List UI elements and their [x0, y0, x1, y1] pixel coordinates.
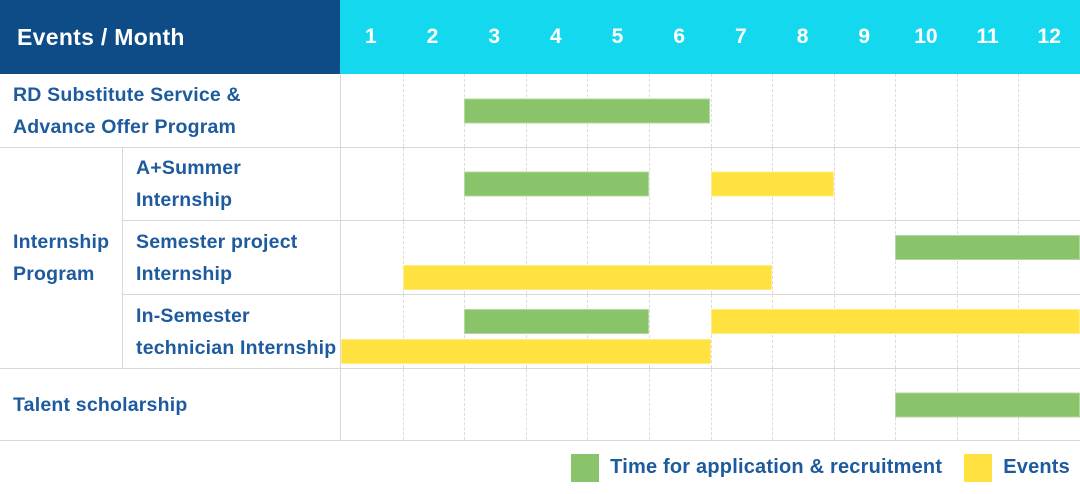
legend: Time for application & recruitment Event… [0, 441, 1080, 494]
gantt-lane-rd-substitute-service [340, 74, 1080, 148]
month-gridline [956, 148, 958, 220]
month-gridline [587, 369, 589, 440]
month-gridline [648, 148, 650, 220]
row-label-semester-project-internship: Semester project Internship [123, 221, 340, 295]
gantt-bar-application [464, 98, 711, 123]
gantt-bar-application [464, 309, 649, 334]
month-gridline [895, 148, 897, 220]
month-gridline [772, 221, 774, 294]
row-label-rd-substitute-service: RD Substitute Service & Advance Offer Pr… [0, 74, 340, 148]
row-label-text: Talent scholarship [13, 393, 188, 416]
month-gridline [956, 74, 958, 147]
gantt-bar-application [895, 392, 1080, 417]
group-label-internship-program: Internship Program [0, 148, 123, 369]
month-gridline [648, 221, 650, 294]
gantt-lane-in-semester-technician-internship [340, 295, 1080, 369]
gantt-bar-events [710, 171, 834, 197]
month-header-3: 3 [488, 25, 501, 48]
month-gridline [1018, 74, 1020, 147]
month-header-7: 7 [735, 25, 747, 48]
row-label-talent-scholarship: Talent scholarship [0, 369, 340, 441]
row-label-text: Semester project Internship [136, 230, 298, 285]
month-gridline [833, 74, 835, 147]
month-gridline [402, 221, 404, 294]
month-header-6: 6 [673, 25, 686, 48]
month-gridline [772, 369, 774, 440]
legend-swatch-yellow [964, 453, 993, 482]
row-label-in-semester-technician-internship: In-Semester technician Internship [123, 295, 340, 369]
row-label-a-plus-summer-internship: A+Summer Internship [123, 148, 340, 221]
month-gridline [402, 148, 404, 220]
month-header-1: 1 [364, 25, 377, 48]
legend-label-events: Events [1003, 456, 1070, 478]
month-gridline [402, 295, 404, 368]
month-gridline [648, 369, 650, 440]
gantt-bar-application [895, 235, 1080, 260]
row-label-text: RD Substitute Service & Advance Offer Pr… [13, 83, 241, 138]
header-events-month: Events / Month [0, 0, 340, 74]
legend-swatch-green [571, 453, 600, 482]
month-header-8: 8 [796, 25, 809, 48]
header-events-month-label: Events / Month [17, 23, 185, 50]
legend-item-events: Events [964, 453, 1070, 482]
legend-label-application: Time for application & recruitment [610, 456, 943, 478]
month-header-10: 10 [914, 25, 938, 48]
row-label-text: In-Semester technician Internship [136, 304, 337, 359]
month-gridline [402, 369, 404, 440]
month-gridline [1018, 148, 1020, 220]
month-gridline [833, 369, 835, 440]
month-gridline [710, 369, 712, 440]
month-gridline [710, 221, 712, 294]
month-header-row: 1 2 3 4 5 6 7 8 9 10 11 12 [340, 0, 1080, 74]
gantt-lane-a-plus-summer-internship [340, 148, 1080, 221]
gantt-bar-events [402, 265, 773, 290]
gantt-table: Events / Month 1 2 3 4 5 6 7 8 9 10 11 1… [0, 0, 1080, 441]
month-header-9: 9 [858, 25, 871, 48]
month-header-11: 11 [976, 25, 999, 48]
month-gridline [833, 221, 835, 294]
month-gridline [402, 74, 404, 147]
month-gridline [464, 221, 466, 294]
month-header-2: 2 [426, 25, 439, 48]
gantt-bar-application [464, 171, 649, 197]
gantt-bar-events [341, 339, 711, 364]
month-header-12: 12 [1037, 25, 1061, 48]
gantt-bar-events [710, 309, 1080, 334]
month-header-5: 5 [611, 25, 624, 48]
row-label-text: A+Summer Internship [136, 157, 242, 211]
month-gridline [587, 221, 589, 294]
month-gridline [772, 74, 774, 147]
legend-item-application: Time for application & recruitment [571, 453, 943, 482]
month-header-4: 4 [550, 25, 562, 48]
month-gridline [648, 295, 650, 368]
month-gridline [895, 74, 897, 147]
group-label-text: Internship Program [13, 231, 110, 285]
gantt-lane-semester-project-internship [340, 221, 1080, 295]
month-gridline [525, 221, 527, 294]
month-gridline [833, 148, 835, 220]
gantt-lane-talent-scholarship [340, 369, 1080, 441]
month-gridline [464, 369, 466, 440]
month-gridline [525, 369, 527, 440]
month-gridline [710, 74, 712, 147]
